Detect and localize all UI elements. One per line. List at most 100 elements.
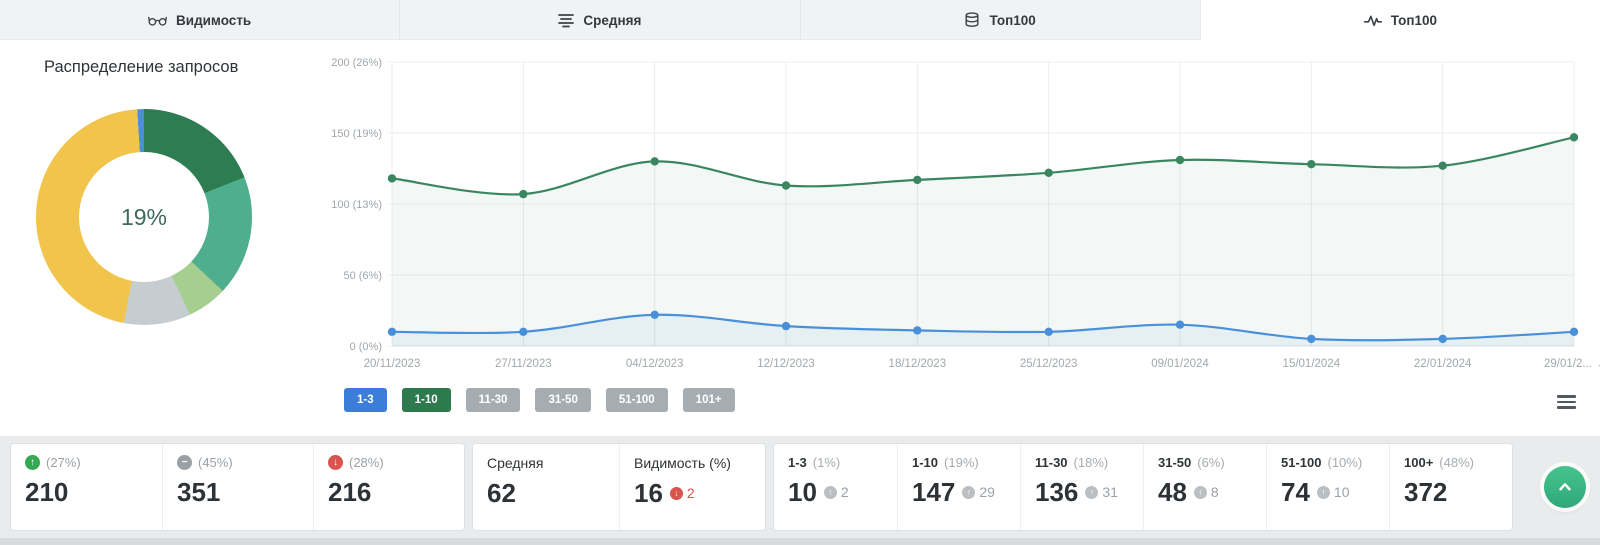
content: Распределение запросов 19% 0 (0%) 50 (6%)… [0,40,1600,436]
stat-card[interactable]: ↑ (27%) 210 [11,444,162,530]
stat-value: 351 [177,477,221,507]
tab-top100-dynamics[interactable]: Топ100 [1200,0,1600,40]
stat-label: 51-100 (10%) [1281,455,1363,470]
stat-group: 1-3 (1%) 10 ↑ 2 1-10 (19%) 147 ↑ 29 11-30 (18%) 136 ↑… [773,443,1513,531]
legend-button-51-100[interactable]: 51-100 [605,388,668,412]
data-point[interactable] [1044,168,1053,177]
y-tick-label: 100 (13%) [331,199,382,211]
stat-card[interactable]: 31-50 (6%) 48 ↑ 8 [1143,444,1266,530]
stat-label: 1-3 (1%) [788,455,841,470]
arrow-up-circle-icon: ↑ [1316,485,1330,499]
legend-button-1-10[interactable]: 1-10 [401,388,451,412]
x-tick-label: 18/12/2023 [889,358,947,370]
stat-label: Видимость (%) [634,455,731,471]
stat-value: 62 [487,478,516,508]
stat-label: 31-50 (6%) [1158,455,1225,470]
data-point[interactable] [1569,133,1579,142]
data-point[interactable] [1438,161,1447,170]
x-tick-label: 20/11/2023 [364,358,421,370]
stat-card[interactable]: 11-30 (18%) 136 ↑ 31 [1020,444,1143,530]
x-tick-label: 15/01/2024 [1283,358,1341,370]
series-area [392,314,1574,346]
line-chart[interactable]: 0 (0%) 50 (6%) 100 (13%) 150 (19%) 200 (26%)… [330,46,1600,376]
tab-top100[interactable]: Топ100 [800,0,1201,40]
bottom-strip [0,538,1600,545]
average-icon [558,13,575,27]
tab-bar: Видимость Средняя Топ100 Топ100 [0,0,1600,40]
y-tick-label: 50 (6%) [343,270,382,282]
stat-value: 372 [1404,477,1448,507]
data-point[interactable] [1438,334,1447,344]
data-point[interactable] [519,327,528,336]
tab-label: Топ100 [1390,12,1438,28]
stat-card[interactable]: 1-10 (19%) 147 ↑ 29 [897,444,1020,530]
legend-button-31-50[interactable]: 31-50 [535,388,591,412]
pulse-icon [1363,15,1382,27]
data-point[interactable] [1307,334,1316,344]
scroll-top-button[interactable] [1544,466,1586,508]
change-badge: ↓ 2 [669,486,695,500]
data-point[interactable] [387,327,397,336]
stat-card[interactable]: 100+ (48%) 372 [1389,444,1512,530]
change-badge: ↑ 8 [1193,485,1219,499]
change-badge: ↑ 31 [1085,485,1118,499]
data-point[interactable] [1175,155,1185,165]
y-tick-label: 0 (0%) [350,341,382,353]
data-point[interactable] [650,310,659,319]
x-tick-label: 22/01/2024 [1414,358,1472,370]
donut-center-label: 19% [120,203,168,230]
data-point[interactable] [781,321,791,331]
down-circle-icon: ↓ [328,455,343,470]
chart-menu-icon[interactable] [1557,392,1576,412]
stat-label: 11-30 (18%) [1035,455,1109,470]
x-tick-label: 29/01/2... [1544,358,1592,370]
data-point[interactable] [519,189,528,199]
up-circle-icon: ↑ [25,455,40,470]
arrow-up-circle-icon: ↑ [962,485,976,499]
data-point[interactable] [913,326,922,335]
stat-value: 136 ↑ 31 [1035,477,1118,507]
data-point[interactable] [1307,160,1316,169]
stat-value: 48 ↑ 8 [1158,477,1219,507]
stat-label: 1-10 (19%) [912,455,979,470]
data-point[interactable] [913,175,922,185]
legend-button-11-30[interactable]: 11-30 [465,388,521,412]
data-point[interactable] [781,181,791,190]
database-icon [965,12,979,27]
data-point[interactable] [650,157,659,166]
stat-label: ↓ (28%) [328,455,450,470]
stat-card[interactable]: 51-100 (10%) 74 ↑ 10 [1266,444,1389,530]
x-tick-label: 09/01/2024 [1151,358,1209,370]
data-point[interactable] [387,174,397,183]
stat-card[interactable]: Средняя 62 [473,444,619,530]
series-line [391,313,1575,342]
glasses-icon [148,16,167,26]
stat-card[interactable]: − (45%) 351 [162,444,313,530]
flat-circle-icon: − [177,455,192,470]
stat-value: 147 ↑ 29 [912,477,995,507]
stat-label: ↑ (27%) [25,455,148,470]
x-axis-more-arrow: → [1596,356,1600,371]
donut-chart[interactable]: 19% [36,109,252,325]
stat-card[interactable]: Видимость (%) 16 ↓ 2 [619,444,765,530]
tab-visibility[interactable]: Видимость [0,0,401,40]
stat-card[interactable]: 1-3 (1%) 10 ↑ 2 [774,444,897,530]
legend-button-1-3[interactable]: 1-3 [344,388,387,412]
legend-button-101+[interactable]: 101+ [682,388,735,412]
x-tick-label: 25/12/2023 [1020,358,1078,370]
chevron-up-icon [1559,483,1571,491]
change-badge: ↑ 10 [1316,485,1350,499]
tab-average[interactable]: Средняя [400,0,801,40]
panel-title: Распределение запросов [44,58,239,76]
arrow-up-circle-icon: ↑ [1085,485,1099,499]
stat-card[interactable]: ↓ (28%) 216 [313,444,464,530]
data-point[interactable] [1044,327,1053,336]
stats-bar: ↑ (27%) 210 − (45%) 351 ↓ (28%) 216 Средняя 62 Види… [0,436,1600,538]
data-point[interactable] [1175,320,1185,329]
tab-label: Средняя [583,12,642,28]
tab-label: Топ100 [989,12,1036,28]
arrow-up-circle-icon: ↑ [823,485,837,499]
stat-value: 74 ↑ 10 [1281,477,1350,507]
data-point[interactable] [1569,327,1579,336]
stat-value: 16 ↓ 2 [634,478,695,508]
